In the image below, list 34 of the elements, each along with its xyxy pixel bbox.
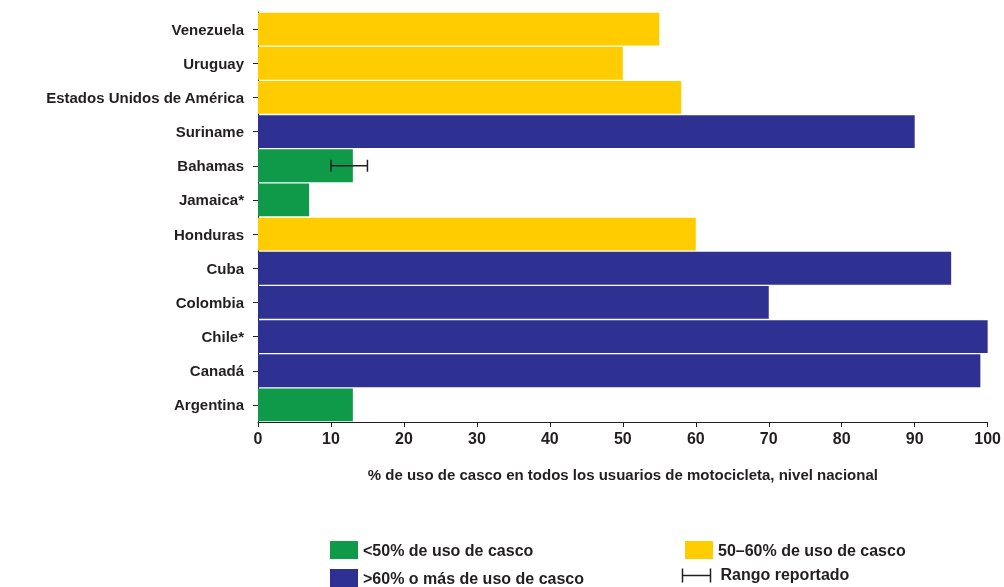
- x-axis-title: % de uso de casco en todos los usuarios de motocicleta, nivel nacional: [367, 466, 878, 483]
- y-tick-label: Jamaica*: [178, 191, 245, 209]
- bar: [258, 388, 353, 422]
- text: Rango reportado: [720, 566, 850, 583]
- x-tick-label: 0: [253, 429, 263, 447]
- y-tick-label: Argentina: [173, 396, 245, 414]
- x-tick-label: 80: [832, 429, 851, 447]
- y-tick-label: Honduras: [173, 225, 244, 243]
- y-tick-label: Colombia: [175, 293, 245, 311]
- y-tick-label: Estados Unidos de América: [46, 88, 245, 106]
- bar: [258, 183, 310, 217]
- y-tick-label: Venezuela: [171, 20, 245, 38]
- legend-label: <50% de uso de casco: [363, 541, 534, 559]
- y-tick-label: Chile*: [201, 328, 245, 346]
- x-tick-label: 20: [395, 429, 413, 447]
- bar: [258, 217, 696, 251]
- y-tick-label: Bahamas: [177, 157, 244, 175]
- bar: [258, 12, 660, 46]
- y-tick-label: Canadá: [189, 362, 245, 380]
- bar: [258, 149, 353, 183]
- y-tick-label: Suriname: [175, 123, 244, 141]
- x-tick-label: 100: [974, 429, 1002, 447]
- x-tick-label: 50: [613, 429, 632, 447]
- x-tick-label: 70: [759, 429, 778, 447]
- legend-label: 50–60% de uso de casco: [718, 541, 906, 559]
- bar: [258, 115, 915, 148]
- x-tick-label: 30: [468, 429, 486, 447]
- x-tick-label: 90: [905, 429, 924, 447]
- x-tick-label: 60: [686, 429, 705, 447]
- y-tick-label: Uruguay: [183, 54, 245, 72]
- y-tick-label: Cuba: [206, 259, 245, 277]
- legend-label: >60% o más de uso de casco: [363, 569, 585, 587]
- x-tick-label: 10: [322, 429, 340, 447]
- x-tick-label: 40: [540, 429, 559, 447]
